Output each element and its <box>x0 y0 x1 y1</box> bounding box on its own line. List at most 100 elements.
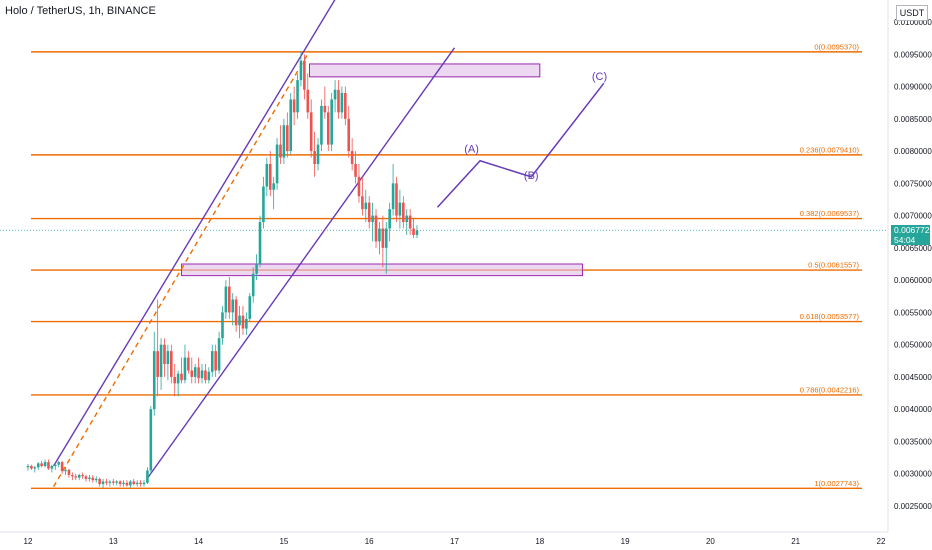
candle-body <box>125 482 129 486</box>
candle-body <box>166 351 170 365</box>
wave-label: (A) <box>464 143 479 155</box>
candles <box>26 51 419 488</box>
candle-body <box>139 482 142 485</box>
candle-body <box>395 183 398 216</box>
candle-body <box>47 462 50 469</box>
time-tick-label: 17 <box>450 537 459 546</box>
candle-body <box>289 99 293 152</box>
candle-body <box>57 462 61 465</box>
candle-body <box>265 163 269 187</box>
price-tick-label: 0.0035000 <box>894 437 932 446</box>
candle-body <box>50 465 54 469</box>
price-tick-label: 0.0090000 <box>894 83 932 92</box>
candle-body <box>221 312 224 339</box>
candle-body <box>207 371 211 381</box>
candle-body <box>398 202 402 216</box>
candle-body <box>412 228 415 235</box>
fib-level-label: 0(0.0095370) <box>814 42 859 51</box>
fib-level-label: 1(0.0027743) <box>814 479 859 488</box>
candle-body <box>142 482 146 485</box>
candle-body <box>384 228 388 248</box>
candle-body <box>217 338 221 371</box>
candle-body <box>234 299 238 326</box>
candle-body <box>135 482 139 485</box>
candle-body <box>190 370 194 377</box>
chart-title: Holo / TetherUS, 1h, BINANCE <box>5 5 156 17</box>
candle-body <box>245 318 248 329</box>
candle-body <box>187 357 190 371</box>
candle-body <box>292 99 296 113</box>
supply-demand-zone <box>308 63 541 78</box>
candle-body <box>326 112 330 145</box>
grid <box>0 0 889 533</box>
candle-body <box>306 89 310 113</box>
candle-body <box>156 351 159 377</box>
candle-body <box>262 186 265 223</box>
candle-body <box>361 196 364 210</box>
price-tick-label: 0.0030000 <box>894 470 932 479</box>
candle-body <box>286 125 289 152</box>
candle-body <box>350 151 354 164</box>
price-tick-label: 0.0070000 <box>894 212 932 221</box>
dashed-trend-line <box>52 50 311 487</box>
candle-body <box>64 469 67 472</box>
price-tick-label: 0.0040000 <box>894 405 932 414</box>
candle-body <box>268 163 272 190</box>
candle-body <box>231 299 235 313</box>
candle-body <box>40 463 43 466</box>
wave-projection-path <box>436 82 605 208</box>
candle-body <box>357 176 361 197</box>
candle-body <box>105 481 108 483</box>
candle-body <box>303 60 306 90</box>
time-tick-label: 18 <box>535 537 544 546</box>
last-price-tag: 0.0067729 54:04 <box>891 225 932 245</box>
candle-body <box>374 215 378 242</box>
time-tick-label: 19 <box>621 537 630 546</box>
supply-demand-zone <box>181 263 583 277</box>
candle-body <box>204 370 207 381</box>
fib-level-label: 0.618(0.0053577) <box>800 312 860 321</box>
candle-body <box>378 228 381 242</box>
candle-body <box>388 209 391 229</box>
currency-button[interactable]: USDT <box>896 5 928 21</box>
time-tick-label: 21 <box>791 537 800 546</box>
candle-body <box>98 478 101 485</box>
candle-body <box>408 215 412 229</box>
price-axis[interactable]: 0.0100000 0.0095000 0.0090000 0.0085000 0.00… <box>894 18 932 511</box>
fib-level-label: 0.382(0.0069537) <box>800 209 860 218</box>
candle-body <box>320 105 323 145</box>
channel-line <box>146 47 456 479</box>
candle-body <box>173 376 177 384</box>
candle-body <box>275 144 279 184</box>
price-tick-label: 0.0075000 <box>894 179 932 188</box>
price-tick-label: 0.0080000 <box>894 147 932 156</box>
candle-body <box>170 351 173 377</box>
price-tick-label: 0.0100000 <box>894 18 932 27</box>
candle-body <box>238 315 241 326</box>
time-tick-label: 12 <box>24 537 33 546</box>
candle-body <box>364 202 368 210</box>
candle-body <box>71 475 74 477</box>
time-axis[interactable]: 12 13 14 15 16 17 18 19 20 21 22 <box>24 537 886 546</box>
candle-body <box>67 469 71 476</box>
time-tick-label: 16 <box>365 537 374 546</box>
candle-body <box>258 222 262 264</box>
fib-level-label: 0.5(0.0061557) <box>808 261 859 270</box>
candle-body <box>296 80 299 113</box>
candle-body <box>251 273 255 297</box>
candle-body <box>214 351 217 371</box>
candle-body <box>228 286 231 313</box>
price-tick-label: 0.0085000 <box>894 115 932 124</box>
wave-label: (B) <box>524 170 539 182</box>
candle-body <box>159 344 163 377</box>
wave-label: (C) <box>592 71 607 83</box>
price-tick-label: 0.0055000 <box>894 308 932 317</box>
candle-body <box>333 89 337 100</box>
candle-body <box>94 478 98 481</box>
candle-body <box>224 286 228 313</box>
candle-body <box>405 215 409 223</box>
candle-body <box>282 125 286 158</box>
candle-body <box>146 470 149 483</box>
candle-body <box>200 370 204 379</box>
